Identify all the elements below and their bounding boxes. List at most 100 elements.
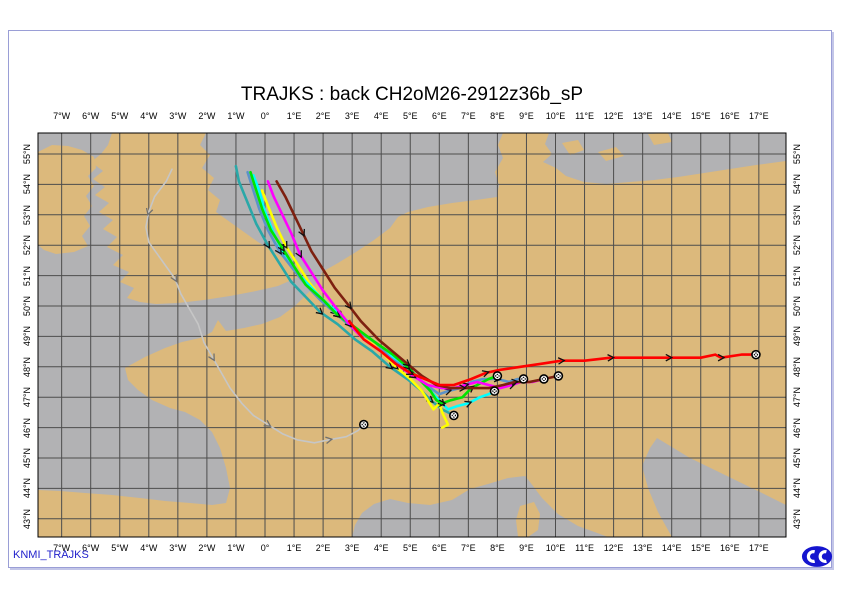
land-continent — [38, 133, 786, 537]
lon-label-bottom: 14°E — [661, 543, 682, 553]
lon-label-bottom: 6°W — [82, 543, 100, 553]
lon-label-bottom: 3°W — [169, 543, 187, 553]
trajectory-arrow — [333, 310, 341, 318]
land-corsica — [516, 502, 540, 537]
lon-label-bottom: 17°E — [749, 543, 769, 553]
trajectory-arrow — [437, 398, 446, 407]
lon-label-bottom: 4°E — [373, 543, 389, 553]
lon-label-bottom: 5°W — [111, 543, 129, 553]
trajectory-arrow — [438, 399, 447, 408]
lon-label-bottom: 6°E — [431, 543, 447, 553]
lon-label-top: 14°E — [661, 111, 682, 121]
trajectory-arrow — [557, 357, 566, 365]
trajectory-steelblue — [246, 170, 525, 396]
trajectory-arrow — [607, 354, 616, 362]
trajectory-arrow — [315, 307, 324, 315]
lon-label-bottom: 15°E — [690, 543, 711, 553]
lon-label-top: 2°E — [315, 111, 331, 121]
lon-label-top: 11°E — [575, 111, 595, 121]
lon-label-top: 4°E — [373, 111, 389, 121]
lon-label-top: 0° — [260, 111, 270, 121]
lon-label-top: 10°E — [545, 111, 566, 121]
lon-label-top: 3°E — [344, 111, 360, 121]
trajectory-arrow — [385, 362, 394, 370]
trajectory-arrow — [464, 400, 473, 408]
lon-label-bottom: 2°E — [315, 543, 331, 553]
trajectory-arrow — [406, 368, 415, 375]
trajectory-green — [249, 170, 499, 405]
trajectory-arrow — [298, 228, 306, 237]
map-frame — [37, 132, 787, 538]
land-ireland — [38, 145, 96, 254]
trajectory-arrow — [263, 419, 272, 427]
endpoint-marker-steelblue — [518, 374, 529, 384]
land-baltic-island — [562, 140, 584, 155]
page-title: TRAJKS : back CH2oM26-2912z36b_sP — [240, 84, 584, 105]
lon-label-top: 12°E — [603, 111, 624, 121]
lon-label-top: 6°E — [431, 111, 447, 121]
lon-label-top: 4°W — [140, 111, 158, 121]
trajectory-arrow — [665, 353, 674, 362]
trajectory-arrow — [717, 353, 726, 362]
trajectory-arrow — [481, 370, 490, 378]
endpoint-marker-gray — [358, 419, 369, 430]
lon-label-bottom: 12°E — [603, 543, 624, 553]
trajectory-arrow — [325, 436, 334, 444]
lon-label-bottom: 13°E — [632, 543, 653, 553]
lon-label-top: 8°E — [490, 111, 505, 121]
trajectory-gray — [145, 168, 365, 444]
lon-label-top: 5°E — [402, 111, 418, 121]
trajectory-arrow — [145, 207, 154, 216]
lon-label-top: 3°W — [169, 111, 187, 121]
lat-label-right: 43°N — [792, 508, 802, 529]
lon-label-top: 1°E — [286, 111, 302, 121]
trajectory-arrow — [263, 240, 271, 249]
lon-label-bottom: 16°E — [719, 543, 740, 553]
trajectory-arrow — [344, 301, 352, 310]
lat-label-left: 43°N — [22, 508, 32, 529]
lon-label-bottom: 8°E — [490, 543, 505, 553]
lon-label-bottom: 1°W — [227, 543, 245, 553]
lon-label-top: 7°E — [461, 111, 476, 121]
lon-label-bottom: 1°E — [286, 543, 302, 553]
lon-label-bottom: 9°E — [519, 543, 534, 553]
lon-label-top: 7°W — [53, 111, 71, 121]
endpoint-marker-cyan — [489, 386, 500, 396]
watermark: KNMI_TRAJKS — [13, 549, 89, 561]
trajectory-arrow — [277, 243, 285, 252]
land-great-britain — [91, 133, 304, 304]
lon-label-top: 16°E — [719, 111, 740, 121]
trajectory-teal — [234, 164, 456, 417]
trajectory-arrow — [459, 384, 467, 392]
lon-label-bottom: 3°E — [344, 543, 360, 553]
ecmwf-logo — [801, 545, 833, 568]
lon-label-bottom: 11°E — [575, 543, 595, 553]
lon-label-bottom: 2°W — [198, 543, 216, 553]
trajectory-arrow — [295, 250, 302, 259]
graticule — [38, 133, 786, 537]
lon-label-top: 15°E — [690, 111, 711, 121]
lon-label-top: 2°W — [198, 111, 216, 121]
endpoint-marker-red — [751, 349, 761, 360]
lon-label-bottom: 7°W — [53, 543, 71, 553]
map-area — [38, 133, 786, 537]
lon-label-top: 1°W — [227, 111, 245, 121]
lon-label-bottom: 4°W — [140, 543, 158, 553]
endpoint-marker-green — [492, 371, 503, 381]
trajectory-arrow — [402, 359, 411, 367]
trajectory-red — [347, 319, 758, 387]
land-baltic-island — [648, 133, 672, 145]
endpoint-marker-teal — [449, 410, 459, 421]
trajectory-arrow — [511, 378, 520, 387]
page-border — [8, 30, 832, 568]
endpoint-marker-magenta — [539, 374, 549, 384]
trajectory-arrow — [170, 274, 178, 283]
lon-label-top: 5°W — [111, 111, 129, 121]
lon-label-bottom: 10°E — [545, 543, 566, 553]
trajectory-arrow — [208, 353, 215, 362]
lon-label-bottom: 7°E — [461, 543, 476, 553]
lon-label-bottom: 0° — [260, 543, 270, 553]
lon-label-top: 13°E — [632, 111, 653, 121]
